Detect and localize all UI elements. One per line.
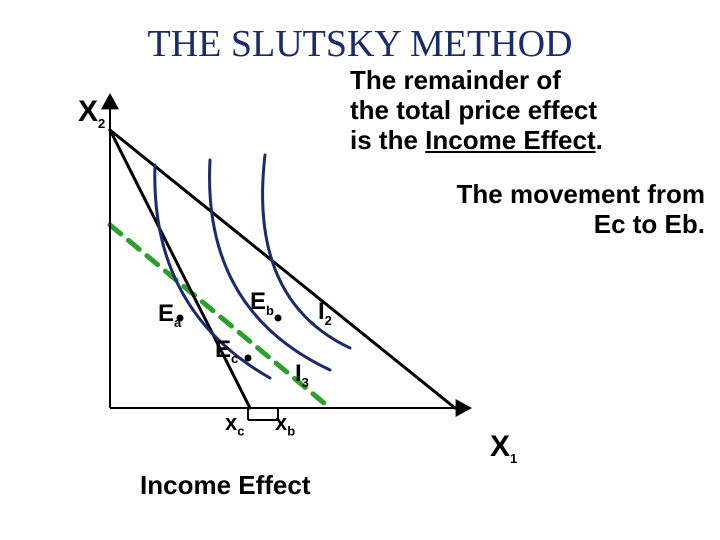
- stage: THE SLUTSKY METHOD The remainder ofthe t…: [0, 0, 720, 540]
- tick-label-xb: xb: [275, 410, 295, 438]
- curve-label-i3: I3: [295, 360, 309, 390]
- point-label-ea: Ea: [158, 300, 181, 330]
- point-label-ec: Ec: [215, 336, 238, 366]
- curve-label-i2: I2: [318, 298, 332, 328]
- tick-label-xc: xc: [225, 410, 244, 438]
- x-axis-label: X1: [490, 430, 517, 466]
- slutsky-diagram: [0, 0, 720, 540]
- y-axis-label: X2: [78, 95, 105, 131]
- point-label-eb: Eb: [250, 288, 274, 318]
- income-effect-caption: Income Effect: [140, 470, 311, 501]
